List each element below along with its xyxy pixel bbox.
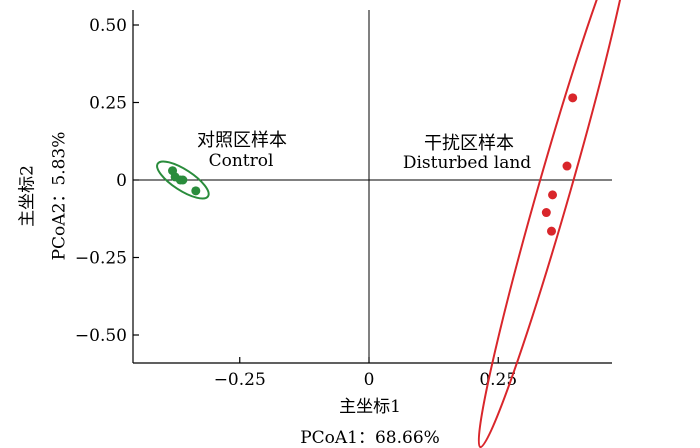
- y-axis-label-cn: 主坐标2: [17, 165, 38, 227]
- y-tick-label: −0.50: [75, 326, 127, 346]
- data-point-disturbed: [562, 161, 572, 171]
- group-label-control-cn: 对照区样本: [197, 130, 287, 151]
- x-axis-label-en: PCoA1：68.66%: [300, 428, 440, 448]
- y-tick-label: 0.50: [89, 16, 127, 36]
- x-tick-label: 0: [364, 370, 375, 390]
- confidence-ellipses: [156, 0, 633, 448]
- data-point-disturbed: [541, 208, 551, 218]
- group-label-disturbed-cn: 干扰区样本: [424, 133, 514, 154]
- y-tick-label: 0: [116, 171, 127, 191]
- data-point-disturbed: [568, 93, 578, 103]
- data-point-control: [191, 186, 201, 196]
- data-points: [168, 93, 578, 236]
- y-tick-label: −0.25: [75, 249, 127, 269]
- x-axis-label-cn: 主坐标1: [339, 397, 401, 417]
- axes-frame: [132, 10, 612, 364]
- y-tick-label: 0.25: [89, 94, 127, 114]
- confidence-ellipse-control: [156, 160, 210, 200]
- y-axis-label-en: PCoA2：5.83%: [49, 131, 70, 261]
- data-point-control: [178, 175, 188, 185]
- confidence-ellipse-disturbed: [477, 0, 633, 448]
- ticks: 0.500.250−0.25−0.50−0.25 0 0.25: [75, 16, 517, 390]
- group-label-disturbed-en: Disturbed land: [402, 153, 532, 173]
- x-tick-label: −0.25: [214, 370, 266, 390]
- data-point-disturbed: [548, 190, 558, 200]
- group-label-control-en: Control: [208, 151, 274, 171]
- data-point-disturbed: [547, 226, 557, 236]
